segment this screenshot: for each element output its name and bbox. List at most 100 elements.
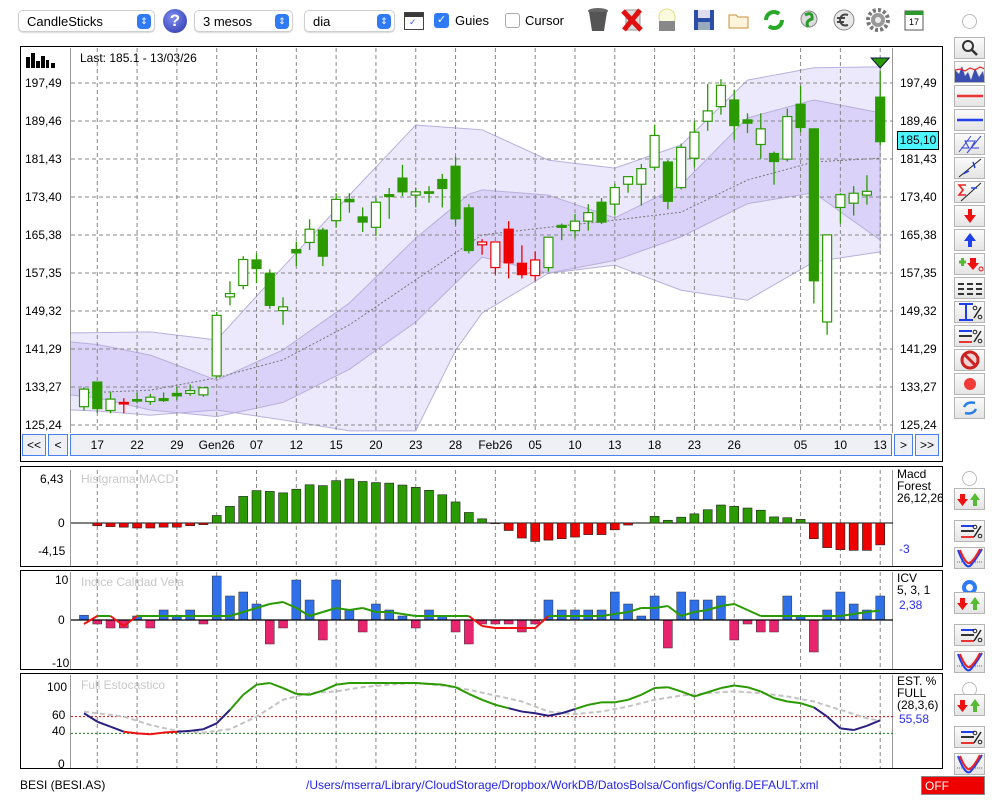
- range-percent-button[interactable]: [954, 301, 985, 323]
- price-tick-left: 189,46: [25, 114, 62, 128]
- trash-button[interactable]: [586, 7, 610, 33]
- record-icon: [963, 378, 976, 390]
- date-tick: 26: [727, 438, 741, 452]
- price-tick-right: 149,32: [900, 303, 937, 318]
- recycle-icon: [800, 10, 818, 28]
- chart-window-icon[interactable]: ✓: [404, 12, 424, 30]
- config-path-link[interactable]: /Users/mserra/Library/CloudStorage/Dropb…: [306, 778, 819, 792]
- price-tick-right: 157,35: [900, 265, 937, 280]
- sigma-trend-button[interactable]: [954, 181, 985, 203]
- icv-tick: 0: [58, 613, 65, 627]
- panel-radio-main[interactable]: [962, 14, 977, 29]
- timeline-scrollbar[interactable]: [70, 434, 892, 456]
- macd-panel: [20, 466, 943, 567]
- range-percent-icon: [958, 303, 982, 321]
- macd-levels-button[interactable]: [954, 520, 985, 542]
- nav-prev-button[interactable]: <: [48, 434, 68, 456]
- volume-view-button[interactable]: [954, 61, 985, 83]
- calendar-icon: [904, 10, 924, 31]
- euro-icon: [833, 9, 855, 31]
- stochastic-levels-icon: [960, 730, 982, 745]
- chart-type-select[interactable]: CandleSticks ⇕: [18, 10, 155, 32]
- icv-levels-button[interactable]: [954, 624, 985, 646]
- icv-title: Indice Calidad Vela: [81, 575, 184, 589]
- icv-curves-button[interactable]: [954, 651, 985, 673]
- last-price-badge: 185,10: [897, 131, 939, 150]
- zoom-icon: [961, 40, 978, 56]
- stochastic-tick: 0: [58, 757, 65, 771]
- price-tick-right: 189,46: [900, 114, 937, 128]
- clear-button[interactable]: [954, 349, 985, 371]
- interval-select[interactable]: dia ⇕: [304, 10, 395, 32]
- nav-last-button[interactable]: >>: [915, 434, 939, 456]
- macd-signals-button[interactable]: [954, 488, 985, 510]
- stochastic-curves-button[interactable]: [954, 753, 985, 775]
- stochastic-levels-button[interactable]: [954, 726, 985, 748]
- settings-button[interactable]: [866, 7, 890, 33]
- trendline-button[interactable]: [954, 157, 985, 179]
- legend-line: 26,12,26: [897, 491, 944, 505]
- panel-radio-macd[interactable]: [962, 471, 977, 486]
- price-tick-right: 165,38: [900, 227, 937, 242]
- date-tick: 13: [608, 438, 622, 452]
- icv-curves-icon: [956, 652, 983, 672]
- help-icon: ?: [169, 11, 181, 30]
- sell-signal-icon: [963, 209, 976, 223]
- period-select[interactable]: 3 mesos ⇕: [194, 10, 293, 32]
- zoom-button[interactable]: [954, 37, 985, 59]
- date-tick: 28: [448, 438, 463, 452]
- refresh-button[interactable]: [762, 7, 786, 33]
- sync-button[interactable]: [797, 7, 821, 33]
- red-line-icon: [956, 94, 983, 98]
- off-toggle[interactable]: OFF: [921, 776, 985, 795]
- macd-levels-icon: [960, 524, 982, 539]
- last-price-label: Last: 185.1 - 13/03/26: [80, 51, 197, 65]
- floppy-icon: [694, 10, 714, 30]
- help-button[interactable]: ?: [163, 9, 187, 33]
- stochastic-signals-icon: [956, 699, 980, 712]
- icv-plot-area[interactable]: [70, 572, 893, 669]
- macd-curves-button[interactable]: [954, 547, 985, 569]
- price-tick-right: 181,43: [900, 152, 937, 166]
- date-tick: 23: [687, 438, 702, 452]
- channel-button[interactable]: [954, 133, 985, 155]
- calendar-day: 17: [909, 17, 920, 27]
- legend-line: Forest: [897, 479, 932, 493]
- buy-signal-button[interactable]: [954, 229, 985, 251]
- add-signal-button[interactable]: [954, 253, 985, 275]
- macd-plot-area[interactable]: [70, 470, 893, 566]
- guides-checkbox[interactable]: ✓: [434, 13, 449, 28]
- price-plot-area[interactable]: [70, 48, 893, 433]
- add-signal-icon: [958, 258, 983, 272]
- stochastic-curves-icon: [956, 754, 983, 774]
- icv-signals-button[interactable]: [954, 592, 985, 614]
- sell-signal-button[interactable]: [954, 205, 985, 227]
- legend-line: EST. %: [897, 674, 937, 688]
- buy-signal-icon: [963, 233, 976, 247]
- nav-next-button[interactable]: >: [894, 434, 913, 456]
- open-button[interactable]: [727, 7, 751, 33]
- macd-signals-icon: [956, 493, 980, 506]
- off-toggle-label: OFF: [925, 779, 949, 793]
- date-tick: 13: [873, 438, 887, 452]
- date-tick: 05: [793, 438, 808, 452]
- snapshot-button[interactable]: [655, 7, 679, 33]
- rotate-button[interactable]: [954, 397, 985, 419]
- currency-button[interactable]: [832, 7, 856, 33]
- date-tick: 17: [90, 438, 104, 452]
- stochastic-signals-button[interactable]: [954, 694, 985, 716]
- nav-first-button[interactable]: <<: [22, 434, 46, 456]
- save-button[interactable]: [692, 7, 716, 33]
- grid-lines-button[interactable]: [954, 277, 985, 299]
- channel-icon: [958, 135, 981, 154]
- stochastic-plot-area[interactable]: [70, 675, 893, 768]
- blue-line-button[interactable]: [954, 109, 985, 131]
- cursor-checkbox[interactable]: [505, 13, 520, 28]
- calendar-button[interactable]: 17: [903, 7, 927, 33]
- nav-last-label: >>: [919, 438, 934, 452]
- red-line-button[interactable]: [954, 85, 985, 107]
- record-button[interactable]: [954, 373, 985, 395]
- lines-percent-button[interactable]: [954, 325, 985, 347]
- delete-button[interactable]: [620, 7, 644, 33]
- volume-view-icon: [955, 66, 984, 82]
